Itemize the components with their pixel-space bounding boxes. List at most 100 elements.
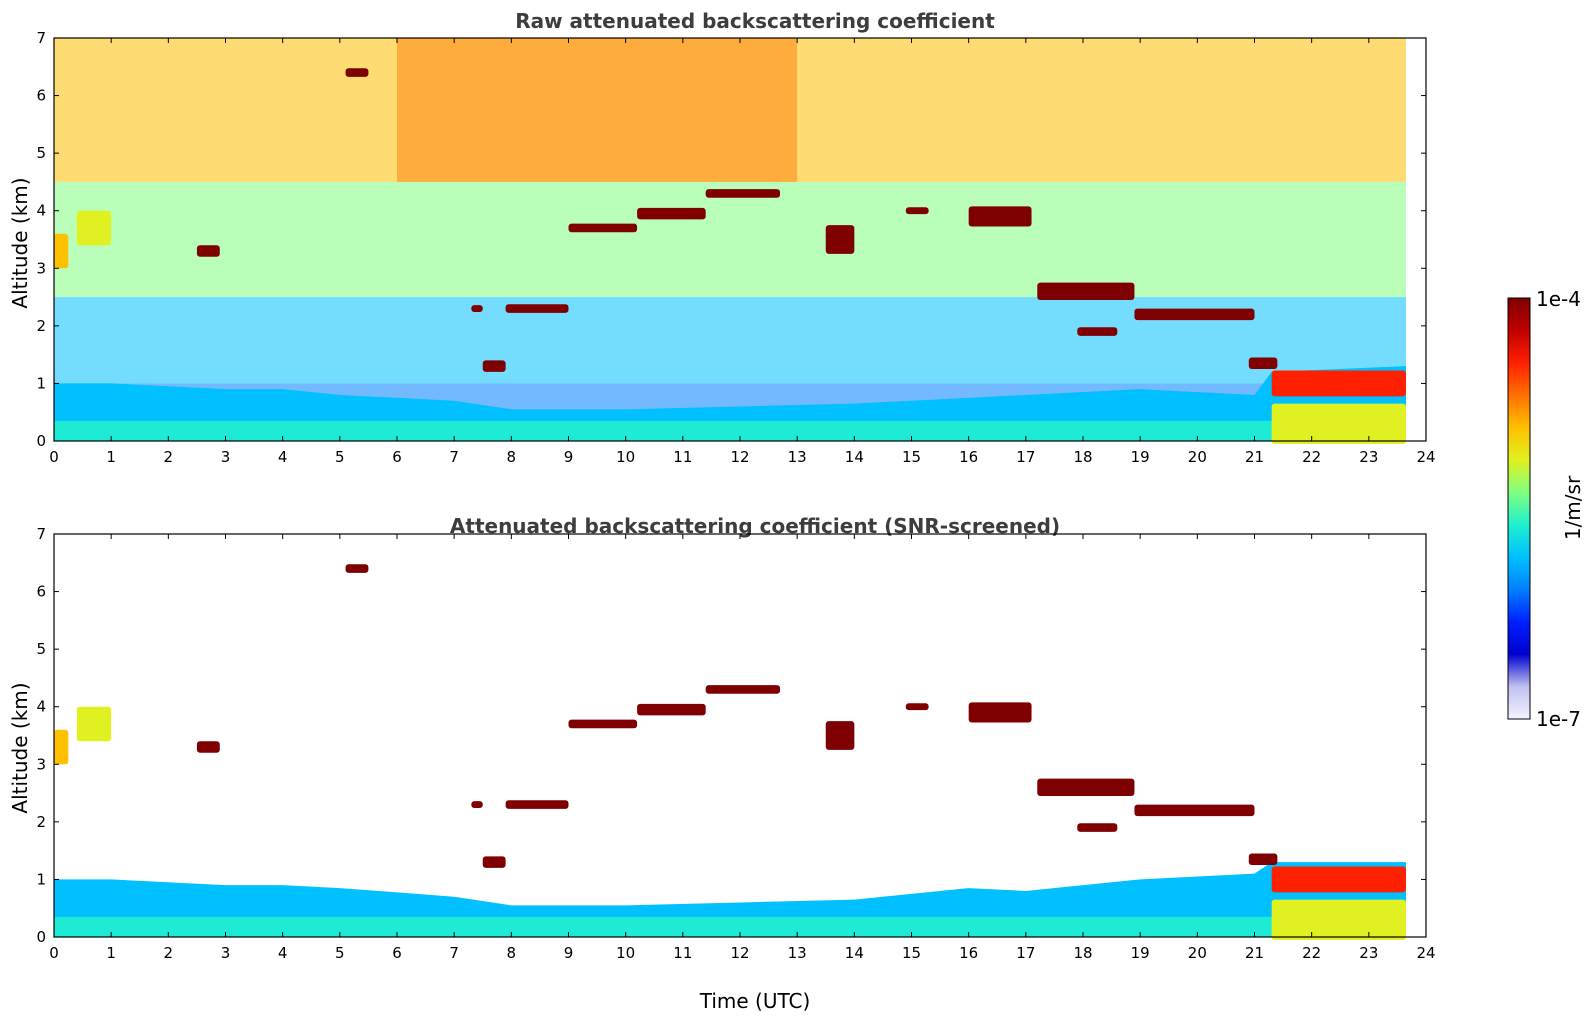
x-tick-label: 11	[673, 944, 692, 962]
x-tick-label: 4	[278, 448, 288, 466]
screened-x-axis: 0 1 2 3 4 5 6 7 8 9 10 11 12 13 14 15 16 17 18 19 20 21 22 23 24	[49, 534, 1436, 962]
cloud-layer	[1037, 282, 1135, 300]
raw-noise-band	[54, 181, 1406, 298]
x-tick-label: 3	[221, 944, 231, 962]
x-tick-label: 17	[1016, 944, 1035, 962]
y-tick-label: 7	[36, 29, 46, 47]
x-tick-label: 8	[507, 448, 517, 466]
cloud-layer	[705, 189, 781, 198]
cloud-layer	[637, 703, 706, 716]
cloud-layer	[471, 801, 483, 809]
raw-noise-band	[54, 38, 1406, 182]
x-tick-label: 19	[1131, 944, 1150, 962]
cloud-layer	[905, 207, 929, 215]
x-tick-label: 9	[564, 944, 574, 962]
cloud-layer	[471, 305, 483, 313]
cloud-layer	[968, 206, 1032, 227]
cloud-layer	[76, 210, 112, 246]
x-tick-label: 4	[278, 944, 288, 962]
x-tick-label: 2	[164, 944, 174, 962]
cloud-layer	[482, 360, 506, 372]
y-tick-label: 1	[36, 374, 46, 392]
y-tick-label: 2	[36, 317, 46, 335]
x-tick-label: 20	[1188, 944, 1207, 962]
x-tick-label: 12	[730, 944, 749, 962]
cloud-layer	[637, 207, 706, 220]
x-tick-label: 0	[49, 448, 59, 466]
x-tick-label: 23	[1359, 448, 1378, 466]
y-tick-label: 5	[36, 144, 46, 162]
cloud-layer	[1271, 866, 1406, 893]
cloud-layer	[1271, 403, 1406, 444]
cloud-layer	[705, 685, 781, 694]
cloud-layer	[1077, 823, 1118, 832]
x-tick-label: 1	[106, 944, 116, 962]
raw-x-axis: 0 1 2 3 4 5 6 7 8 9 10 11 12 13 14 15 16 17 18 19 20 21 22 23 24	[49, 38, 1436, 466]
screened-y-axis: 0 1 2 3 4 5 6 7	[36, 525, 1426, 946]
raw-backscatter-panel: Raw attenuated backscattering coefficien…	[8, 9, 1436, 466]
x-tick-label: 18	[1073, 944, 1092, 962]
raw-plot-area	[54, 38, 1406, 441]
colorbar-max-label: 1e-4	[1536, 287, 1581, 311]
cloud-layer	[76, 706, 112, 742]
x-tick-label: 8	[507, 944, 517, 962]
x-tick-label: 9	[564, 448, 574, 466]
x-tick-label: 14	[845, 448, 864, 466]
cloud-layer	[505, 304, 569, 313]
y-tick-label: 1	[36, 870, 46, 888]
cloud-layer	[1271, 370, 1406, 397]
cloud-layer	[1248, 853, 1278, 866]
x-tick-label: 15	[902, 448, 921, 466]
cloud-layer	[54, 233, 69, 269]
y-tick-label: 2	[36, 813, 46, 831]
x-tick-label: 13	[788, 448, 807, 466]
cloud-layer	[1077, 327, 1118, 336]
y-tick-label: 0	[36, 928, 46, 946]
screened-backscatter-panel: Attenuated backscattering coefficient (S…	[8, 514, 1436, 1013]
cloud-layer	[568, 223, 638, 233]
y-tick-label: 7	[36, 525, 46, 543]
cloud-layer	[1134, 308, 1255, 321]
x-tick-label: 20	[1188, 448, 1207, 466]
x-tick-label: 13	[788, 944, 807, 962]
x-tick-label: 10	[616, 448, 635, 466]
cloud-layer	[345, 564, 369, 573]
y-tick-label: 4	[36, 698, 46, 716]
cloud-layer	[1271, 899, 1406, 940]
surface-layer	[54, 420, 1406, 441]
cloud-layer	[196, 245, 220, 257]
x-tick-label: 17	[1016, 448, 1035, 466]
x-tick-label: 16	[959, 448, 978, 466]
y-tick-label: 5	[36, 640, 46, 658]
y-tick-label: 3	[36, 259, 46, 277]
cloud-layer	[1134, 804, 1255, 817]
cloud-layer	[54, 729, 69, 765]
x-tick-label: 24	[1416, 448, 1435, 466]
y-tick-label: 3	[36, 755, 46, 773]
x-tick-label: 19	[1131, 448, 1150, 466]
x-tick-label: 7	[449, 448, 459, 466]
x-tick-label: 21	[1245, 448, 1264, 466]
cloud-layer	[1248, 357, 1278, 370]
cloud-layer	[825, 225, 855, 254]
x-tick-label: 1	[106, 448, 116, 466]
x-tick-label: 2	[164, 448, 174, 466]
cloud-layer	[482, 856, 506, 868]
x-tick-label: 16	[959, 944, 978, 962]
cloud-layer	[568, 719, 638, 729]
x-tick-label: 0	[49, 944, 59, 962]
y-tick-label: 6	[36, 87, 46, 105]
colorbar: 1e-4 1e-7 1/m/sr	[1507, 287, 1585, 731]
x-tick-label: 14	[845, 944, 864, 962]
x-tick-label: 22	[1302, 448, 1321, 466]
cloud-layer	[968, 702, 1032, 723]
x-tick-label: 5	[335, 944, 345, 962]
x-tick-label: 24	[1416, 944, 1435, 962]
x-tick-label: 22	[1302, 944, 1321, 962]
cloud-layer	[196, 741, 220, 753]
x-axis-label: Time (UTC)	[699, 989, 811, 1013]
screened-data-marks	[54, 564, 1406, 940]
raw-data-marks	[54, 68, 1406, 444]
x-tick-label: 12	[730, 448, 749, 466]
